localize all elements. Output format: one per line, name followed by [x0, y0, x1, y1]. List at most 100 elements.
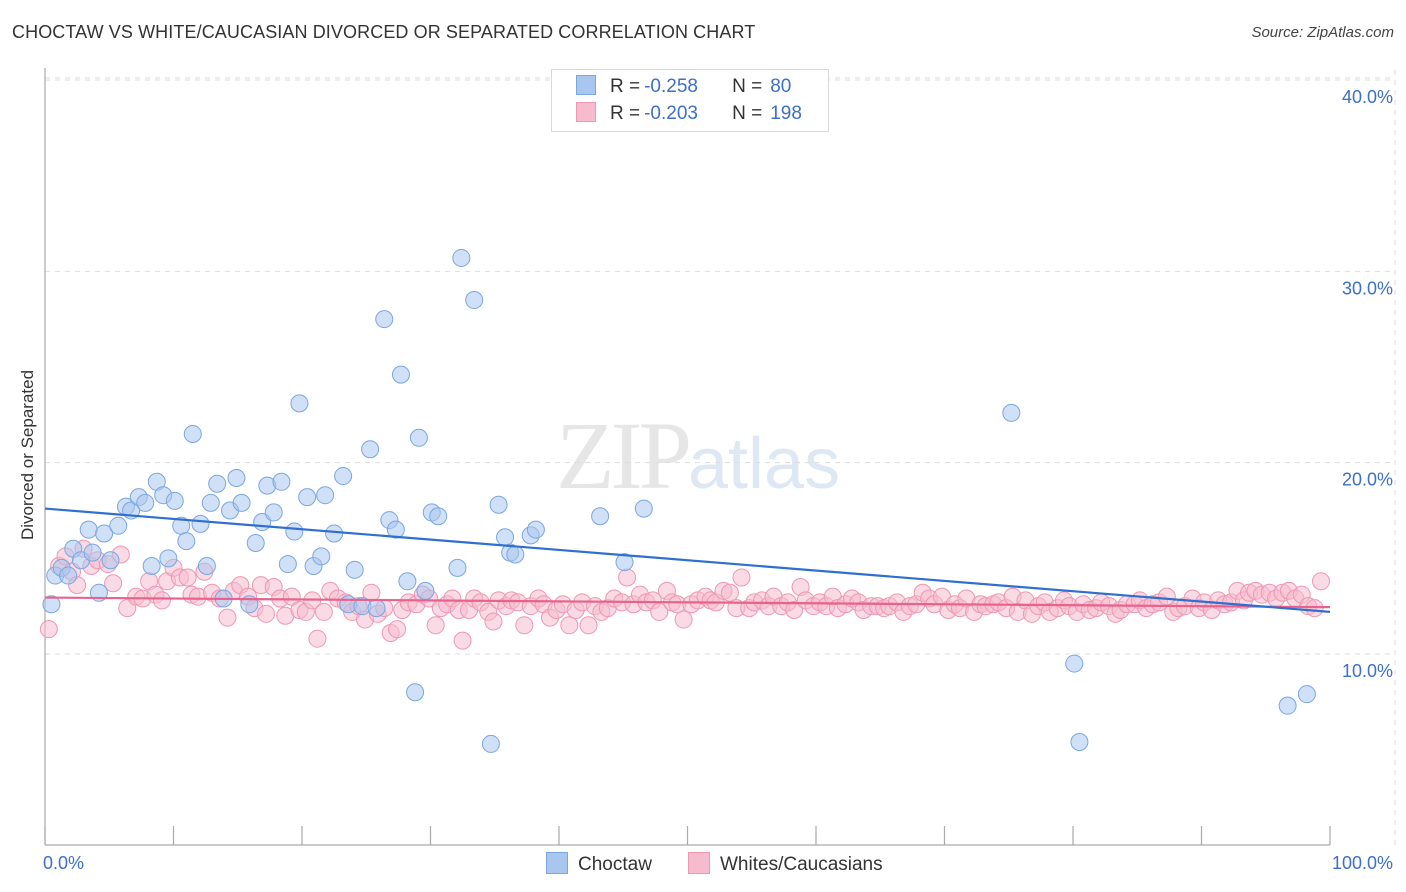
choctaw-point: [375, 310, 394, 329]
choctaw-point: [591, 507, 610, 526]
y-tick-label: 40.0%: [1342, 87, 1393, 107]
n-label: N =: [732, 103, 763, 124]
choctaw-point: [165, 491, 184, 510]
choctaw-point: [429, 507, 448, 526]
whites-point: [720, 583, 739, 602]
choctaw-point: [101, 551, 120, 570]
choctaw-point: [1070, 733, 1089, 752]
choctaw-point: [232, 493, 251, 512]
n-value: 80: [770, 76, 792, 97]
grid-lines: [45, 70, 1396, 845]
whites-point: [453, 631, 472, 650]
watermark-zip: ZIP: [556, 402, 692, 509]
choctaw-point: [42, 595, 61, 614]
choctaw-point: [634, 499, 653, 518]
whites-point: [314, 602, 333, 621]
whites-point: [178, 568, 197, 587]
axes: [44, 68, 1331, 846]
whites-point: [257, 604, 276, 623]
whites-point: [618, 568, 637, 587]
choctaw-point: [361, 440, 380, 459]
choctaw-point: [409, 428, 428, 447]
whites-point: [560, 616, 579, 635]
legend-item-whites: Whites/Caucasians: [688, 852, 883, 876]
whites-point: [484, 612, 503, 631]
choctaw-point: [177, 532, 196, 551]
choctaw-point: [227, 468, 246, 487]
choctaw-point: [416, 581, 435, 600]
r-value: -0.203: [644, 103, 698, 124]
choctaw-point: [615, 553, 634, 572]
choctaw-point: [316, 486, 335, 505]
choctaw-point: [290, 394, 309, 413]
y-tick-label: 30.0%: [1342, 278, 1393, 298]
choctaw-point: [272, 472, 291, 491]
whites-point: [732, 568, 751, 587]
choctaw-point: [367, 599, 386, 618]
source-label: Source: ZipAtlas.com: [1251, 24, 1394, 41]
choctaw-point: [264, 503, 283, 522]
whites-legend-label: Whites/Caucasians: [720, 854, 883, 875]
choctaw-point: [386, 520, 405, 539]
watermark: ZIPatlas: [556, 400, 840, 511]
choctaw-point: [59, 566, 78, 585]
choctaw-point: [391, 365, 410, 384]
x-tick-label-max: 100.0%: [1332, 853, 1393, 873]
choctaw-point: [83, 543, 102, 562]
choctaw-swatch: [576, 75, 596, 95]
watermark-atlas: atlas: [688, 424, 841, 504]
series-choctaw-points: [42, 248, 1316, 753]
whites-point: [218, 608, 237, 627]
n-label: N =: [732, 76, 763, 97]
choctaw-point: [298, 488, 317, 507]
legend-row-choctaw: R = -0.258 N = 80: [576, 75, 791, 101]
whites-point: [650, 602, 669, 621]
choctaw-point: [325, 524, 344, 543]
whites-point: [515, 616, 534, 635]
whites-point: [1312, 572, 1331, 591]
choctaw-point: [312, 547, 331, 566]
y-tick-label: 10.0%: [1342, 661, 1393, 681]
chart-title: CHOCTAW VS WHITE/CAUCASIAN DIVORCED OR S…: [12, 22, 756, 42]
choctaw-point: [79, 520, 98, 539]
choctaw-point: [183, 424, 202, 443]
correlation-legend: R = -0.258 N = 80 R = -0.203 N = 198: [551, 69, 829, 132]
whites-point: [785, 600, 804, 619]
choctaw-point: [246, 534, 265, 553]
choctaw-point: [334, 467, 353, 486]
choctaw-point: [197, 556, 216, 575]
choctaw-legend-swatch: [546, 852, 568, 874]
series-whites-points: [39, 539, 1331, 650]
legend-item-choctaw: Choctaw: [546, 852, 652, 876]
choctaw-point: [406, 683, 425, 702]
choctaw-point: [1065, 654, 1084, 673]
whites-point: [104, 574, 123, 593]
r-value: -0.258: [644, 76, 698, 97]
trend-lines: [44, 507, 1331, 614]
whites-point: [152, 591, 171, 610]
choctaw-point: [136, 493, 155, 512]
choctaw-point: [1278, 696, 1297, 715]
choctaw-point: [489, 495, 508, 514]
whites-point: [674, 610, 693, 629]
whites-swatch: [576, 102, 596, 122]
x-tick-label-min: 0.0%: [43, 853, 84, 873]
choctaw-trend-line: [44, 507, 1331, 614]
whites-point: [579, 616, 598, 635]
choctaw-point: [142, 556, 161, 575]
choctaw-point: [278, 555, 297, 574]
choctaw-point: [481, 734, 500, 753]
choctaw-point: [285, 522, 304, 541]
choctaw-point: [506, 545, 525, 564]
whites-trend-line: [44, 596, 1331, 609]
whites-point: [388, 620, 407, 639]
choctaw-point: [526, 520, 545, 539]
whites-point: [308, 629, 327, 648]
choctaw-point: [496, 528, 515, 547]
choctaw-point: [398, 572, 417, 591]
choctaw-point: [109, 516, 128, 535]
choctaw-point: [345, 560, 364, 579]
choctaw-point: [1002, 403, 1021, 422]
tick-labels: 10.0% 20.0% 30.0% 40.0% 0.0% 100.0%: [43, 87, 1393, 873]
